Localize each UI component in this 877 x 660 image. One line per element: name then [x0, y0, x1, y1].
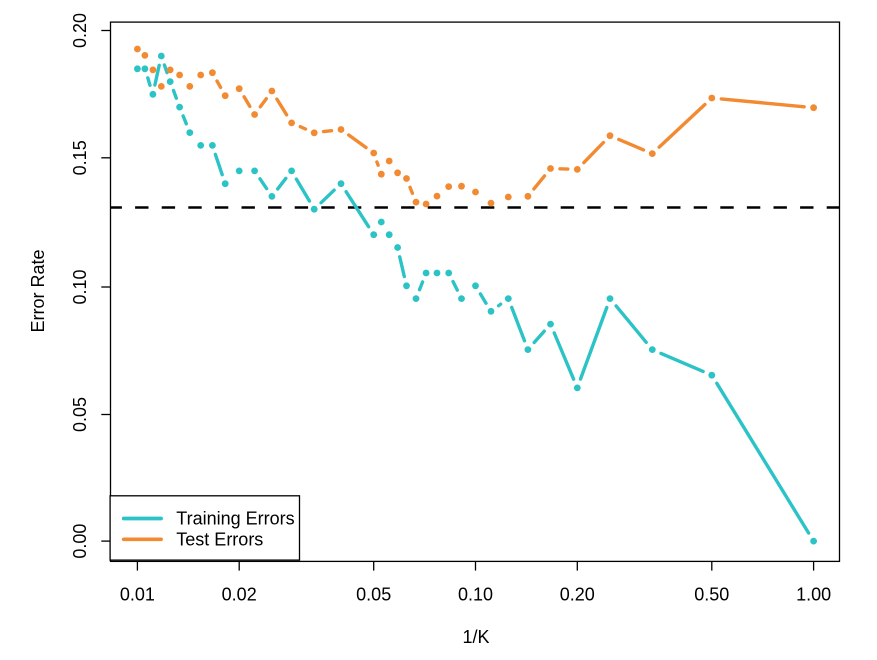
svg-text:Error Rate: Error Rate	[28, 249, 48, 332]
svg-text:0.05: 0.05	[356, 585, 391, 605]
svg-text:0.00: 0.00	[70, 524, 90, 559]
svg-text:0.10: 0.10	[458, 585, 493, 605]
svg-text:1.00: 1.00	[796, 585, 831, 605]
svg-text:0.01: 0.01	[120, 585, 155, 605]
svg-text:1/K: 1/K	[462, 627, 489, 647]
svg-text:0.15: 0.15	[70, 140, 90, 175]
svg-text:0.05: 0.05	[70, 397, 90, 432]
svg-text:Test Errors: Test Errors	[176, 529, 263, 549]
svg-text:0.20: 0.20	[70, 13, 90, 48]
svg-text:0.20: 0.20	[560, 585, 595, 605]
svg-text:0.50: 0.50	[694, 585, 729, 605]
svg-text:0.02: 0.02	[222, 585, 257, 605]
svg-text:0.10: 0.10	[70, 269, 90, 304]
svg-text:Training Errors: Training Errors	[176, 509, 294, 529]
